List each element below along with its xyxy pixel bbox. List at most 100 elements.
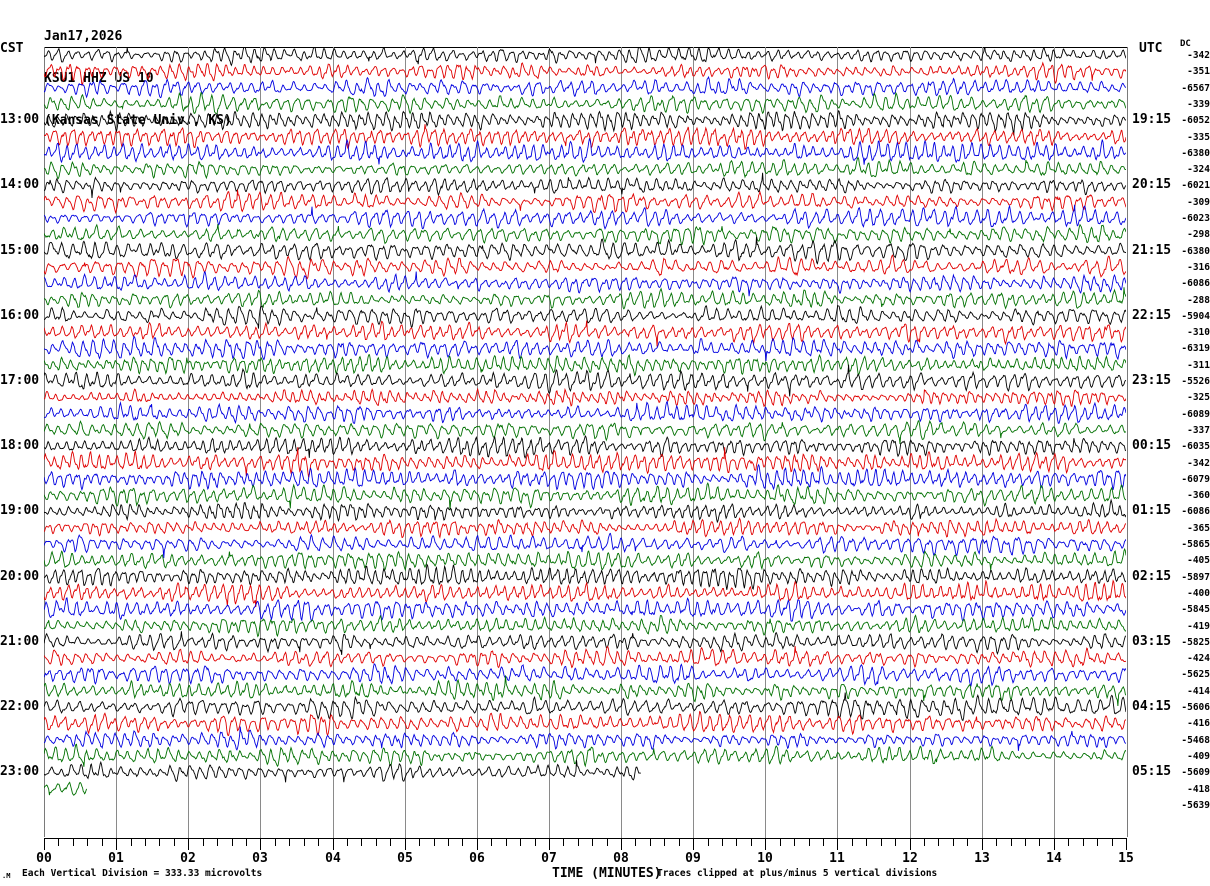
x-tick-minor: [736, 839, 737, 846]
x-tick-minor: [246, 839, 247, 846]
x-tick-minor: [1025, 839, 1026, 846]
x-tick-major-10: [765, 839, 766, 850]
x-tick-label-02: 02: [180, 851, 196, 866]
x-tick-label-11: 11: [829, 851, 845, 866]
cst-time-label-2100: 21:00: [0, 633, 40, 649]
trace-row-36: [44, 631, 1126, 655]
x-tick-minor: [448, 839, 449, 846]
dc-value-row-18: -6319: [1181, 343, 1210, 355]
x-tick-minor: [1097, 839, 1098, 846]
trace-row-13: [44, 254, 1126, 280]
trace-row-5: [44, 124, 1126, 151]
x-tick-minor: [1112, 839, 1113, 846]
trace-row-10: [44, 204, 1126, 230]
trace-row-25: [44, 447, 1126, 478]
dc-value-row-35: -419: [1187, 620, 1210, 632]
x-tick-minor: [419, 839, 420, 846]
x-tick-minor: [938, 839, 939, 846]
x-tick-minor: [275, 839, 276, 846]
dc-value-row-6: -6380: [1181, 147, 1210, 159]
trace-row-37: [44, 645, 1126, 669]
x-tick-minor: [809, 839, 810, 846]
dc-value-row-46: -5639: [1181, 799, 1210, 811]
dc-value-row-45: -418: [1187, 783, 1210, 795]
x-tick-major-02: [188, 839, 189, 850]
gridline-minute-12: [910, 47, 911, 838]
trace-row-41: [44, 710, 1126, 737]
x-tick-minor: [751, 839, 752, 846]
x-tick-minor: [635, 839, 636, 846]
x-tick-label-07: 07: [541, 851, 557, 866]
plot-area: [44, 47, 1128, 837]
dc-value-row-23: -337: [1187, 424, 1210, 436]
cst-axis-label: CST: [0, 41, 24, 56]
trace-row-33: [44, 579, 1126, 608]
x-tick-minor: [131, 839, 132, 846]
cst-time-label-1800: 18:00: [0, 438, 40, 454]
trace-row-31: [44, 547, 1126, 572]
gridline-minute-09: [693, 47, 694, 838]
trace-row-2: [44, 75, 1126, 99]
dc-value-row-11: -298: [1187, 229, 1210, 241]
dc-value-row-25: -342: [1187, 457, 1210, 469]
dc-value-row-41: -416: [1187, 718, 1210, 730]
x-tick-minor: [1083, 839, 1084, 846]
trace-row-7: [44, 156, 1126, 180]
x-tick-minor: [174, 839, 175, 846]
dc-value-row-24: -6035: [1181, 441, 1210, 453]
dc-value-row-1: -351: [1187, 66, 1210, 78]
trace-row-32: [44, 563, 1126, 591]
dc-value-row-4: -6052: [1181, 115, 1210, 127]
trace-row-38: [44, 663, 1126, 687]
dc-value-row-15: -288: [1187, 294, 1210, 306]
trace-row-29: [44, 517, 1126, 539]
x-tick-minor: [708, 839, 709, 846]
cst-time-label-1500: 15:00: [0, 242, 40, 258]
x-tick-label-01: 01: [108, 851, 124, 866]
x-tick-label-12: 12: [902, 851, 918, 866]
x-tick-minor: [895, 839, 896, 846]
trace-row-12: [44, 236, 1126, 265]
dc-value-row-0: -342: [1187, 50, 1210, 61]
dc-value-row-29: -365: [1187, 522, 1210, 534]
trace-row-44: [44, 760, 641, 783]
plot-top-border: [44, 47, 1127, 48]
trace-row-4: [44, 109, 1126, 136]
dc-value-row-31: -405: [1187, 555, 1210, 567]
x-tick-major-04: [333, 839, 334, 850]
dc-value-row-43: -409: [1187, 750, 1210, 762]
dc-value-row-22: -6089: [1181, 408, 1210, 420]
dc-value-row-2: -6567: [1181, 82, 1210, 94]
utc-time-label-2015: 20:15: [1132, 177, 1172, 193]
trace-row-24: [44, 435, 1126, 460]
cst-time-label-1600: 16:00: [0, 307, 40, 323]
x-tick-major-03: [260, 839, 261, 850]
utc-time-label-2315: 23:15: [1132, 373, 1172, 388]
dc-value-row-37: -424: [1187, 653, 1210, 665]
x-tick-minor: [607, 839, 608, 846]
utc-time-label-0015: 00:15: [1132, 438, 1172, 454]
x-tick-label-08: 08: [613, 851, 629, 866]
trace-row-11: [44, 223, 1126, 246]
x-tick-minor: [506, 839, 507, 846]
dc-value-row-38: -5625: [1181, 669, 1210, 681]
dc-value-row-9: -309: [1187, 196, 1210, 208]
x-tick-major-14: [1054, 839, 1055, 850]
trace-row-9: [44, 189, 1126, 215]
gridline-minute-10: [765, 47, 766, 838]
cst-time-label-2200: 22:00: [0, 699, 40, 714]
x-tick-major-06: [477, 839, 478, 850]
gridline-minute-03: [260, 47, 261, 838]
trace-row-8: [44, 172, 1126, 199]
x-tick-minor: [535, 839, 536, 846]
x-tick-label-14: 14: [1046, 851, 1062, 866]
x-tick-minor: [145, 839, 146, 846]
x-tick-major-08: [621, 839, 622, 850]
dc-value-row-32: -5897: [1181, 571, 1210, 583]
clip-note: Traces clipped at plus/minus 5 vertical …: [657, 868, 938, 879]
x-tick-minor: [592, 839, 593, 846]
dc-value-row-10: -6023: [1181, 213, 1210, 224]
utc-time-label-0115: 01:15: [1132, 503, 1172, 519]
cst-time-label-1700: 17:00: [0, 373, 40, 388]
dc-value-row-40: -5606: [1181, 702, 1210, 713]
